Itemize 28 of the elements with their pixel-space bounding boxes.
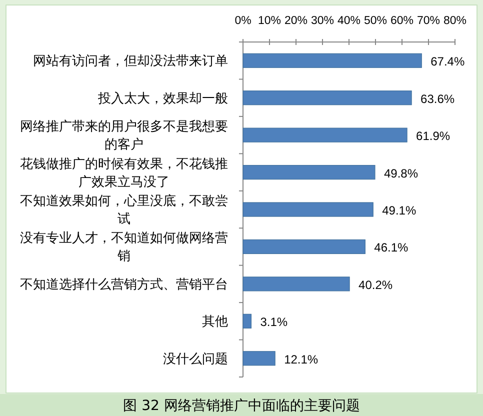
x-tick-label: 70% bbox=[416, 15, 440, 27]
data-label: 61.9% bbox=[416, 129, 450, 144]
category-label: 没什么问题 bbox=[163, 352, 228, 367]
category-label: 花钱做推广的时候有效果，不花钱推广效果立马没了 bbox=[20, 156, 228, 190]
data-label: 12.1% bbox=[284, 352, 318, 366]
category-label: 不知道效果如何，心里没底，不敢尝试 bbox=[20, 194, 228, 227]
category-label: 网站有访问者，但却没法带来订单 bbox=[33, 54, 228, 70]
x-tick-label: 40% bbox=[337, 15, 361, 27]
category-label: 没有专业人才，不知道如何做网络营销 bbox=[20, 231, 228, 264]
x-tick-label: 50% bbox=[364, 15, 388, 27]
x-tick-label: 30% bbox=[310, 15, 334, 27]
category-label: 其他 bbox=[202, 314, 228, 330]
data-label: 3.1% bbox=[260, 315, 288, 330]
x-tick-label: 60% bbox=[390, 15, 414, 27]
data-label: 49.8% bbox=[384, 166, 418, 180]
data-label: 63.6% bbox=[420, 92, 455, 106]
data-label: 40.2% bbox=[358, 278, 393, 292]
category-label: 投入太大，效果却一般 bbox=[98, 91, 228, 106]
x-tick-label: 10% bbox=[258, 15, 282, 27]
title: 图 32 网络营销推广中面临的主要问题 bbox=[123, 398, 360, 414]
x-tick-label: 0% bbox=[234, 15, 252, 27]
data-label: 46.1% bbox=[374, 240, 408, 255]
data-label: 67.4% bbox=[430, 54, 465, 69]
x-tick-label: 80% bbox=[443, 15, 467, 27]
category-label: 网络推广带来的用户很多不是我想要的客户 bbox=[20, 120, 228, 153]
x-tick-label: 20% bbox=[284, 15, 308, 27]
data-label: 49.1% bbox=[382, 204, 416, 218]
category-label: 不知道选择什么营销方式、营销平台 bbox=[20, 277, 228, 292]
